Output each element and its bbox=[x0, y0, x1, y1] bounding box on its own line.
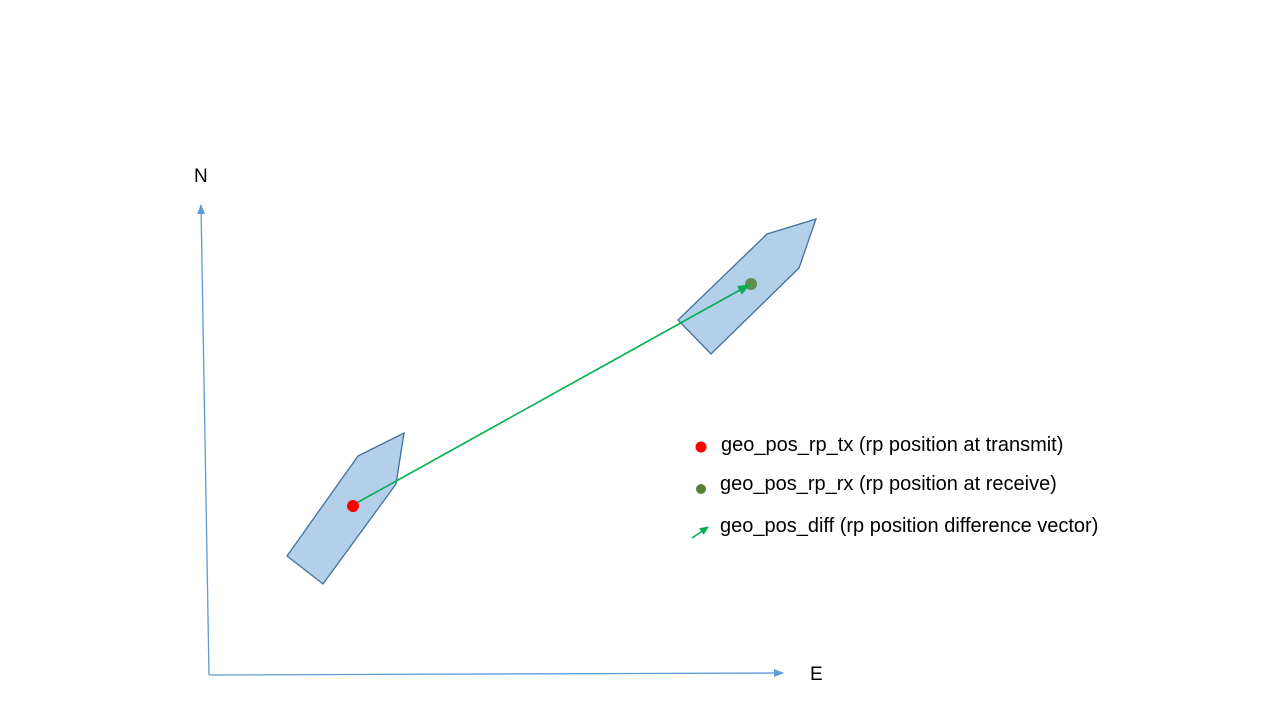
tx-point bbox=[347, 500, 359, 512]
north-axis-label: N bbox=[194, 166, 208, 187]
legend-tx-marker bbox=[695, 441, 707, 453]
legend-tx-label: geo_pos_rp_tx (rp position at transmit) bbox=[721, 434, 1064, 456]
legend-rx-marker bbox=[696, 484, 706, 494]
east-axis bbox=[208, 669, 784, 678]
legend-diff-marker bbox=[691, 526, 709, 539]
east-axis-label: E bbox=[810, 664, 823, 685]
legend-rx-label: geo_pos_rp_rx (rp position at receive) bbox=[720, 473, 1057, 495]
position-difference-vector bbox=[352, 284, 750, 506]
ship-at-transmit bbox=[286, 431, 405, 585]
north-axis bbox=[197, 204, 210, 676]
rx-point bbox=[745, 278, 757, 290]
legend-diff-label: geo_pos_diff (rp position difference vec… bbox=[720, 515, 1099, 537]
